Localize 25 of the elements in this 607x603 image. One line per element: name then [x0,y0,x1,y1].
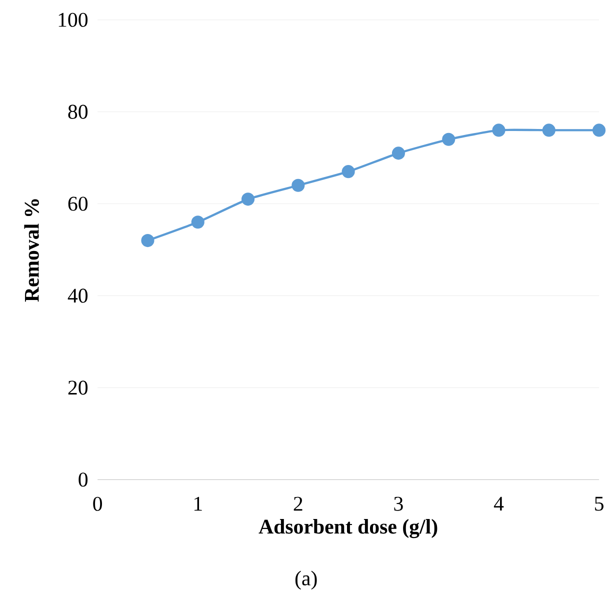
text: (a) [295,570,317,590]
point [342,165,355,178]
y-axis-title: Removal % [24,199,39,302]
point [442,132,456,146]
point [292,178,305,192]
x-tick-label: 3 [394,496,403,511]
point [492,124,506,137]
y-tick-label: 40 [68,288,88,303]
x-tick-label: 2 [294,496,302,511]
y-tick-label: 0 [78,472,88,487]
point [392,146,405,160]
y-tick-label: 80 [68,104,88,119]
point [141,234,154,248]
point [241,192,255,206]
y-tick-label: 20 [68,380,88,395]
y-tick-label: 60 [68,196,88,211]
x-tick-label: 4 [494,496,504,511]
x-tick-label: 1 [194,496,202,511]
x-tick-label: 0 [93,496,102,512]
x-tick-label: 5 [595,496,604,511]
y-tick-label: 100 [58,12,88,27]
point [592,124,606,137]
x-axis-title: Adsorbent dose (g/l) [258,519,438,538]
point [542,124,556,137]
point [191,216,204,229]
